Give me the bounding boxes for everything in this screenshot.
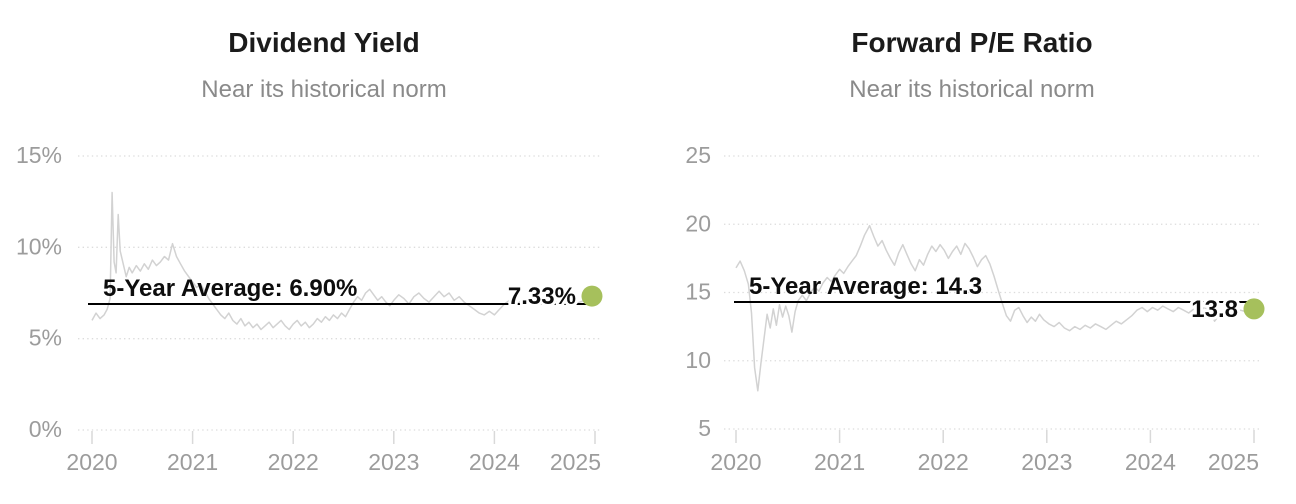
y-axis-label: 10% [16, 233, 62, 259]
latest-value-dot [1243, 298, 1265, 320]
x-axis-label: 2020 [66, 449, 117, 475]
y-axis-label: 15 [685, 279, 711, 305]
x-axis-label: 2023 [1021, 449, 1072, 475]
chart-subtitle: Near its historical norm [201, 76, 447, 103]
x-axis-label: 2020 [710, 449, 761, 475]
x-axis-label: 2022 [918, 449, 969, 475]
latest-value-dot [581, 285, 603, 307]
x-axis-label: 2024 [469, 449, 520, 475]
y-axis-label: 20 [685, 210, 711, 236]
x-axis-label: 2021 [167, 449, 218, 475]
y-axis-label: 5 [698, 415, 711, 441]
y-axis-label: 5% [29, 325, 62, 351]
latest-value-label: 7.33% [508, 283, 576, 310]
chart-title: Forward P/E Ratio [851, 27, 1093, 58]
series-line [91, 191, 593, 331]
x-axis-label: 2022 [268, 449, 319, 475]
latest-value-label: 13.8 [1191, 296, 1238, 323]
y-axis-label: 10 [685, 347, 711, 373]
x-axis-label: 2023 [368, 449, 419, 475]
average-label: 5-Year Average: 6.90% [103, 275, 357, 302]
x-axis-label: 2025 [1208, 449, 1259, 475]
dividend-yield-chart: Dividend Yield Near its historical norm … [16, 27, 603, 475]
y-axis-label: 15% [16, 142, 62, 168]
x-axis-label: 2024 [1125, 449, 1176, 475]
y-axis-label: 0% [29, 416, 62, 442]
forward-pe-chart: Forward P/E Ratio Near its historical no… [648, 0, 1296, 504]
chart-subtitle: Near its historical norm [849, 76, 1095, 103]
dividend-yield-plot: 0% 5% 10% 15% 2020 2021 2022 2023 2024 2025 5-Year… [16, 142, 603, 475]
average-label: 5-Year Average: 14.3 [749, 273, 982, 300]
x-axis-label: 2025 [550, 449, 601, 475]
x-axis-label: 2021 [814, 449, 865, 475]
chart-title: Dividend Yield [228, 27, 420, 58]
y-axis-label: 25 [685, 142, 711, 168]
series-line [735, 224, 1255, 392]
